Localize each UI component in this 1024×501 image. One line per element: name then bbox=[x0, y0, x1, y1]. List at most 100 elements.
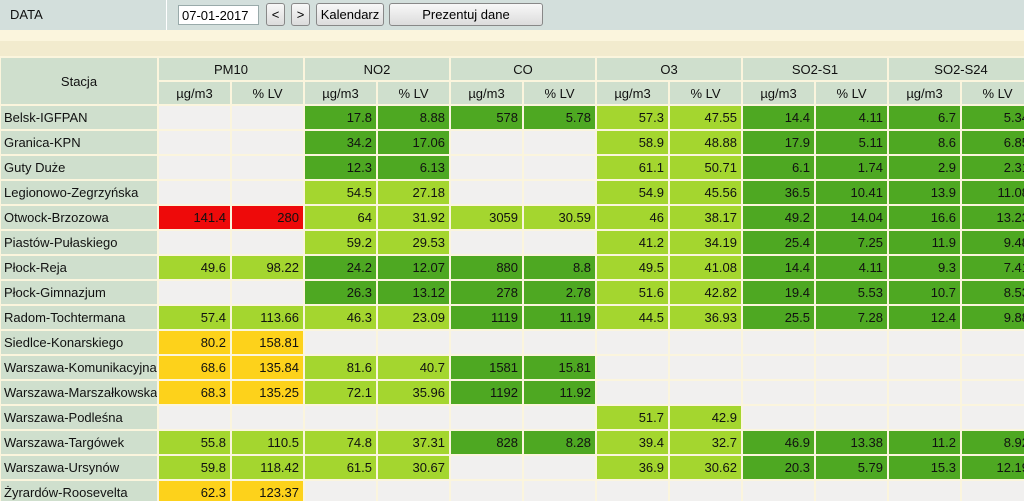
concentration-cell: 25.5 bbox=[743, 306, 815, 329]
previous-day-button[interactable]: < bbox=[266, 3, 285, 26]
concentration-cell: 61.1 bbox=[597, 156, 669, 179]
concentration-cell: 11.2 bbox=[889, 431, 961, 454]
percent-lv-cell: 12.07 bbox=[378, 256, 450, 279]
concentration-cell: 3059 bbox=[451, 206, 523, 229]
station-column-header: Stacja bbox=[1, 58, 157, 104]
table-row: Żyrardów-Roosevelta 62.3 123.37 bbox=[1, 481, 1024, 501]
station-name[interactable]: Radom-Tochtermana bbox=[1, 306, 157, 329]
concentration-cell bbox=[159, 281, 230, 304]
percent-lv-cell bbox=[670, 481, 742, 501]
concentration-cell: 41.2 bbox=[597, 231, 669, 254]
percent-lv-cell bbox=[962, 356, 1024, 379]
table-row: Warszawa-Ursynów 59.8 118.42 61.5 30.67 36.9 3… bbox=[1, 456, 1024, 479]
concentration-cell: 20.3 bbox=[743, 456, 815, 479]
station-name[interactable]: Siedlce-Konarskiego bbox=[1, 331, 157, 354]
unit-header: µg/m3 bbox=[743, 82, 815, 104]
table-row: Otwock-Brzozowa 141.4 280 64 31.92 3059 30.59 4… bbox=[1, 206, 1024, 229]
table-row: Warszawa-Marszałkowska 68.3 135.25 72.1 35.9… bbox=[1, 381, 1024, 404]
concentration-cell: 14.4 bbox=[743, 106, 815, 129]
station-name[interactable]: Warszawa-Targówek bbox=[1, 431, 157, 454]
station-name[interactable]: Płock-Gimnazjum bbox=[1, 281, 157, 304]
percent-lv-cell bbox=[524, 406, 596, 429]
date-label: DATA bbox=[10, 7, 43, 22]
concentration-cell: 17.9 bbox=[743, 131, 815, 154]
table-row: Belsk-IGFPAN 17.8 8.88 578 5.78 57.3 47.55 14.4… bbox=[1, 106, 1024, 129]
station-name[interactable]: Otwock-Brzozowa bbox=[1, 206, 157, 229]
percent-lv-cell: 30.67 bbox=[378, 456, 450, 479]
concentration-cell bbox=[889, 381, 961, 404]
concentration-cell: 62.3 bbox=[159, 481, 230, 501]
concentration-cell: 54.5 bbox=[305, 181, 376, 204]
concentration-cell: 46.9 bbox=[743, 431, 815, 454]
percent-lv-cell: 9.88 bbox=[962, 306, 1024, 329]
station-name[interactable]: Warszawa-Komunikacyjna bbox=[1, 356, 157, 379]
percent-lv-cell bbox=[524, 331, 596, 354]
percent-lv-cell: 38.17 bbox=[670, 206, 742, 229]
percent-lv-cell: 45.56 bbox=[670, 181, 742, 204]
percent-lv-cell: 113.66 bbox=[232, 306, 303, 329]
percent-lv-cell bbox=[232, 406, 303, 429]
percent-lv-cell: 14.04 bbox=[816, 206, 888, 229]
station-name[interactable]: Piastów-Pułaskiego bbox=[1, 231, 157, 254]
toolbar-divider bbox=[166, 0, 167, 30]
station-name[interactable]: Guty Duże bbox=[1, 156, 157, 179]
concentration-cell: 74.8 bbox=[305, 431, 376, 454]
concentration-cell: 880 bbox=[451, 256, 523, 279]
concentration-cell: 6.7 bbox=[889, 106, 961, 129]
date-input[interactable] bbox=[178, 5, 259, 25]
concentration-cell bbox=[305, 406, 376, 429]
percent-lv-cell: 2.78 bbox=[524, 281, 596, 304]
calendar-button[interactable]: Kalendarz bbox=[316, 3, 384, 26]
concentration-cell: 14.4 bbox=[743, 256, 815, 279]
show-data-button[interactable]: Prezentuj dane bbox=[389, 3, 543, 26]
percent-lv-cell: 23.09 bbox=[378, 306, 450, 329]
percent-lv-cell: 42.82 bbox=[670, 281, 742, 304]
station-name[interactable]: Belsk-IGFPAN bbox=[1, 106, 157, 129]
table-row: Radom-Tochtermana 57.4 113.66 46.3 23.09 1119… bbox=[1, 306, 1024, 329]
concentration-cell bbox=[743, 381, 815, 404]
air-quality-table-container[interactable]: Stacja PM10 NO2 CO O3 SO2-S1 SO2-S24 µg/m3% L… bbox=[0, 56, 1024, 501]
concentration-cell bbox=[743, 406, 815, 429]
percent-lv-cell: 30.62 bbox=[670, 456, 742, 479]
percent-lv-cell: 36.93 bbox=[670, 306, 742, 329]
station-name[interactable]: Granica-KPN bbox=[1, 131, 157, 154]
percent-lv-cell bbox=[816, 481, 888, 501]
percent-lv-cell bbox=[524, 181, 596, 204]
percent-lv-cell: 5.53 bbox=[816, 281, 888, 304]
concentration-cell bbox=[451, 456, 523, 479]
concentration-cell bbox=[159, 106, 230, 129]
percent-lv-cell: 2.31 bbox=[962, 156, 1024, 179]
table-row: Legionowo-Zegrzyńska 54.5 27.18 54.9 45.56 36… bbox=[1, 181, 1024, 204]
pollutant-header-row: Stacja PM10 NO2 CO O3 SO2-S1 SO2-S24 bbox=[1, 58, 1024, 104]
concentration-cell: 13.9 bbox=[889, 181, 961, 204]
next-day-button[interactable]: > bbox=[291, 3, 310, 26]
station-name[interactable]: Płock-Reja bbox=[1, 256, 157, 279]
concentration-cell: 24.2 bbox=[305, 256, 376, 279]
station-name[interactable]: Warszawa-Ursynów bbox=[1, 456, 157, 479]
percent-lv-cell bbox=[232, 106, 303, 129]
unit-header: µg/m3 bbox=[305, 82, 376, 104]
table-row: Piastów-Pułaskiego 59.2 29.53 41.2 34.19 25.4… bbox=[1, 231, 1024, 254]
percent-lv-cell: 41.08 bbox=[670, 256, 742, 279]
concentration-cell bbox=[305, 331, 376, 354]
concentration-cell: 54.9 bbox=[597, 181, 669, 204]
station-name[interactable]: Warszawa-Podleśna bbox=[1, 406, 157, 429]
pollutant-header: SO2-S24 bbox=[889, 58, 1024, 80]
concentration-cell bbox=[451, 406, 523, 429]
concentration-cell: 46 bbox=[597, 206, 669, 229]
percent-lv-cell bbox=[816, 406, 888, 429]
concentration-cell: 19.4 bbox=[743, 281, 815, 304]
concentration-cell: 141.4 bbox=[159, 206, 230, 229]
percent-lv-cell: 8.53 bbox=[962, 281, 1024, 304]
concentration-cell: 10.7 bbox=[889, 281, 961, 304]
station-name[interactable]: Żyrardów-Roosevelta bbox=[1, 481, 157, 501]
pollutant-header: NO2 bbox=[305, 58, 450, 80]
station-name[interactable]: Warszawa-Marszałkowska bbox=[1, 381, 157, 404]
station-name[interactable]: Legionowo-Zegrzyńska bbox=[1, 181, 157, 204]
concentration-cell bbox=[889, 481, 961, 501]
unit-header: % LV bbox=[816, 82, 888, 104]
percent-lv-cell bbox=[962, 331, 1024, 354]
percent-lv-cell: 35.96 bbox=[378, 381, 450, 404]
concentration-cell: 278 bbox=[451, 281, 523, 304]
percent-lv-cell: 135.25 bbox=[232, 381, 303, 404]
